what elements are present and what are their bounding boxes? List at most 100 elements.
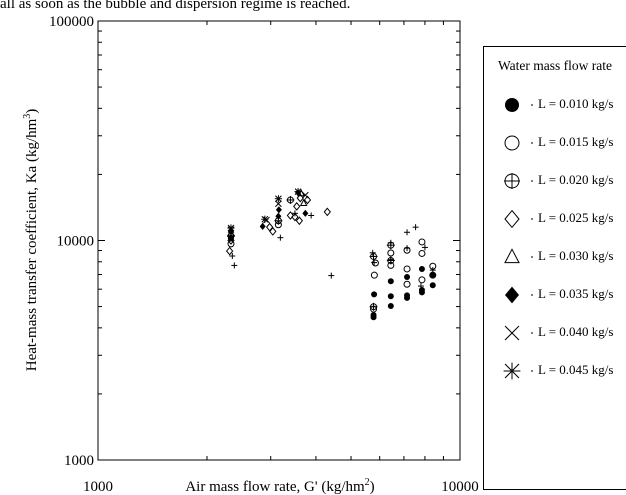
legend-item: L = 0.015 kg/s [484, 128, 626, 158]
data-point [421, 244, 428, 251]
data-point [371, 259, 378, 266]
legend-marker [505, 286, 519, 304]
data-point [266, 222, 274, 232]
data-point [404, 273, 411, 280]
legend-marker [504, 209, 520, 229]
axis-ticks [97, 20, 461, 461]
data-point [259, 222, 266, 230]
data-point [418, 276, 426, 284]
legend-item: L = 0.010 kg/s [484, 90, 626, 120]
data-point [404, 245, 411, 252]
data-point [302, 191, 309, 199]
data-point [323, 207, 331, 217]
legend: Water mass flow rate L = 0.010 kg/s L = 0… [483, 46, 626, 490]
data-point [295, 216, 304, 226]
legend-label: L = 0.010 kg/s [538, 96, 614, 111]
legend-marker [504, 135, 520, 151]
legend-title: Water mass flow rate [498, 58, 612, 73]
scatter-chart: 1000 10000 100000 1000 10000 Air mass flow r… [22, 14, 479, 495]
legend-label: L = 0.020 kg/s [538, 172, 614, 187]
legend-label: L = 0.040 kg/s [538, 324, 614, 339]
legend-marker [504, 248, 520, 264]
series-9 [229, 210, 436, 290]
data-point [302, 209, 309, 217]
series-4 [225, 193, 331, 256]
legend-marker-icon [504, 135, 533, 151]
data-point [275, 206, 282, 214]
data-point [369, 249, 376, 256]
data-point [303, 195, 312, 205]
data-point [387, 303, 394, 310]
legend-item: L = 0.045 kg/s [484, 356, 626, 386]
y-tick-label: 1000 [64, 453, 94, 469]
data-point [291, 210, 298, 217]
data-point [227, 240, 235, 248]
data-point [275, 200, 282, 208]
data-point [227, 233, 234, 241]
tick-labels: 1000 10000 100000 1000 10000 [49, 14, 479, 495]
data-point [294, 188, 302, 196]
data-point [299, 198, 308, 207]
data-point [286, 195, 295, 204]
data-point [369, 252, 378, 261]
data-point [417, 283, 424, 290]
data-point [231, 262, 238, 269]
data-point [286, 211, 295, 220]
data-point [227, 224, 235, 232]
data-point [225, 246, 234, 256]
data-point [404, 229, 411, 236]
legend-marker-icon [504, 325, 533, 341]
data-point [275, 212, 282, 220]
legend-item: L = 0.025 kg/s [484, 204, 626, 234]
data-point [418, 249, 426, 257]
data-point [261, 215, 269, 223]
data-point [328, 272, 335, 279]
legend-marker-icon [504, 209, 533, 229]
legend-marker-icon [505, 98, 533, 112]
data-points [225, 188, 437, 321]
data-point [387, 256, 394, 263]
data-point [403, 280, 411, 288]
legend-label: L = 0.030 kg/s [538, 248, 614, 263]
data-point [370, 271, 378, 279]
legend-marker [504, 173, 520, 189]
data-point [308, 212, 315, 219]
x-tick-label: 1000 [83, 479, 113, 495]
data-point [387, 239, 394, 246]
data-point [387, 278, 394, 285]
legend-label: L = 0.015 kg/s [538, 134, 614, 149]
data-point [387, 293, 394, 300]
data-point [404, 292, 411, 299]
data-point [277, 234, 284, 241]
legend-marker [503, 362, 521, 380]
legend-label: L = 0.025 kg/s [538, 210, 614, 225]
data-point [227, 236, 235, 245]
legend-item: L = 0.020 kg/s [484, 166, 626, 196]
data-point [296, 193, 304, 203]
data-point [370, 311, 377, 318]
data-point [418, 238, 426, 246]
data-point [403, 265, 411, 273]
data-point [274, 195, 282, 203]
data-point [293, 202, 301, 211]
y-tick-label: 100000 [49, 14, 94, 30]
series-8 [227, 188, 302, 232]
x-axis-label: Air mass flow rate, G' (kg/hm2) [185, 477, 374, 495]
y-tick-label: 10000 [57, 234, 95, 250]
legend-item: L = 0.040 kg/s [484, 318, 626, 348]
data-point [269, 227, 277, 236]
data-point [387, 249, 395, 257]
data-point [429, 282, 436, 289]
legend-marker-icon [504, 173, 533, 189]
legend-marker [504, 325, 520, 341]
plot-area-frame [97, 20, 461, 461]
legend-marker-icon [503, 362, 533, 380]
data-point [429, 267, 436, 274]
data-point [429, 271, 436, 278]
y-axis-label: Heat-mass transfer coefficient, Ka (kg/h… [22, 109, 40, 372]
legend-label: L = 0.045 kg/s [538, 362, 614, 377]
series-7 [227, 191, 309, 234]
data-point [418, 265, 425, 272]
x-tick-label: 10000 [441, 479, 479, 495]
data-point [229, 252, 236, 259]
